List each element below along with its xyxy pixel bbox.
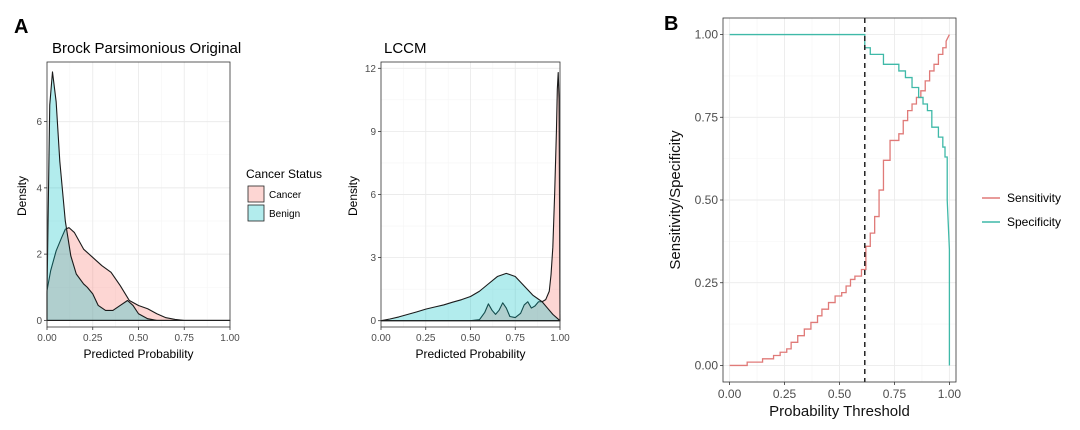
cancer-status-legend-title: Cancer Status [246, 167, 322, 181]
threshold-chart: 0.00 0.25 0.50 0.75 1.00 0.00 0.25 0.50 0.75 1.00… [667, 17, 962, 420]
brock-chart-title: Brock Parsimonious Original [52, 40, 241, 57]
roc_threshold-x-tick-label: 1.00 [938, 387, 962, 401]
brock-y-tick-label: 6 [36, 117, 42, 128]
lccm-x-tick-label: 0.50 [461, 333, 481, 344]
brock-y-axis-title: Density [15, 176, 29, 216]
roc_threshold-x-tick-label: 0.25 [773, 387, 797, 401]
roc_threshold-x-tick-label: 0.00 [718, 387, 742, 401]
threshold-series-lines [729, 33, 951, 367]
legend-swatch-cancer [247, 185, 265, 203]
lccm-density-chart: LCCM 0.00 0.25 0.50 0.75 1.00 0 3 6 9 12 Predicte… [346, 40, 570, 361]
lccm-density-areas [380, 71, 561, 322]
lccm-axis-ticks: 0.00 0.25 0.50 0.75 1.00 0 3 6 9 12 [365, 64, 570, 344]
brock-density-chart: Brock Parsimonious Original 0.00 0.25 0.50… [15, 40, 241, 361]
roc_threshold-y-tick-label: 0.75 [695, 110, 719, 124]
lccm-x-tick-label: 1.00 [550, 333, 570, 344]
threshold-gridlines [723, 18, 956, 382]
brock-x-tick-label: 1.00 [220, 333, 240, 344]
brock-density-cancer [46, 227, 231, 321]
legend-label-specificity: Specificity [1007, 215, 1061, 229]
lccm-y-tick-label: 12 [365, 64, 377, 75]
lccm-x-tick-label: 0.75 [506, 333, 526, 344]
cancer-status-legend: Cancer Status Cancer Benign [246, 167, 322, 222]
lccm-x-tick-label: 0.25 [416, 333, 436, 344]
lccm-y-tick-label: 0 [370, 316, 376, 327]
threshold-x-axis-title: Probability Threshold [769, 403, 910, 420]
lccm-x-axis-title: Predicted Probability [415, 347, 525, 361]
lccm-y-tick-label: 6 [370, 190, 376, 201]
roc_threshold-y-tick-label: 0.00 [695, 359, 719, 373]
brock-y-tick-label: 4 [36, 183, 42, 194]
brock-y-tick-label: 2 [36, 250, 42, 261]
series-line-specificity [729, 33, 951, 366]
brock-y-tick-label: 0 [36, 316, 42, 327]
panel-b-letter: B [664, 13, 678, 35]
series-line-sensitivity [729, 34, 950, 367]
lccm-y-tick-label: 3 [370, 253, 376, 264]
legend-swatch-benign [247, 204, 265, 222]
roc_threshold-y-tick-label: 1.00 [695, 28, 719, 42]
brock-density-benign [46, 71, 231, 321]
roc_threshold-x-tick-label: 0.75 [883, 387, 907, 401]
roc_threshold-y-tick-label: 0.50 [695, 193, 719, 207]
lccm-y-axis-title: Density [346, 176, 360, 216]
roc_threshold-x-tick-label: 0.50 [828, 387, 852, 401]
lccm-y-tick-label: 9 [370, 127, 376, 138]
brock-x-tick-label: 0.75 [175, 333, 195, 344]
lccm-x-tick-label: 0.00 [371, 333, 391, 344]
lccm-density-cancer [380, 71, 561, 322]
lccm-chart-title: LCCM [384, 40, 427, 57]
legend-label-sensitivity: Sensitivity [1007, 191, 1061, 205]
threshold-axis-ticks: 0.00 0.25 0.50 0.75 1.00 0.00 0.25 0.50 0.75 1.00 [695, 28, 962, 401]
panel-a-letter: A [14, 16, 28, 38]
roc_threshold-y-tick-label: 0.25 [695, 276, 719, 290]
legend-label-benign: Benign [269, 209, 300, 220]
brock-x-tick-label: 0.25 [83, 333, 103, 344]
threshold-y-axis-title: Sensitivity/Specificity [667, 130, 684, 270]
brock-axis-ticks: 0.00 0.25 0.50 0.75 1.00 0 2 4 6 [36, 117, 240, 344]
brock-x-axis-title: Predicted Probability [83, 347, 193, 361]
brock-x-tick-label: 0.50 [129, 333, 149, 344]
lccm-density-benign [380, 272, 561, 322]
sensitivity-specificity-legend: Sensitivity Specificity [982, 191, 1061, 229]
brock-x-tick-label: 0.00 [37, 333, 57, 344]
brock-density-areas [46, 71, 231, 321]
legend-label-cancer: Cancer [269, 190, 302, 201]
